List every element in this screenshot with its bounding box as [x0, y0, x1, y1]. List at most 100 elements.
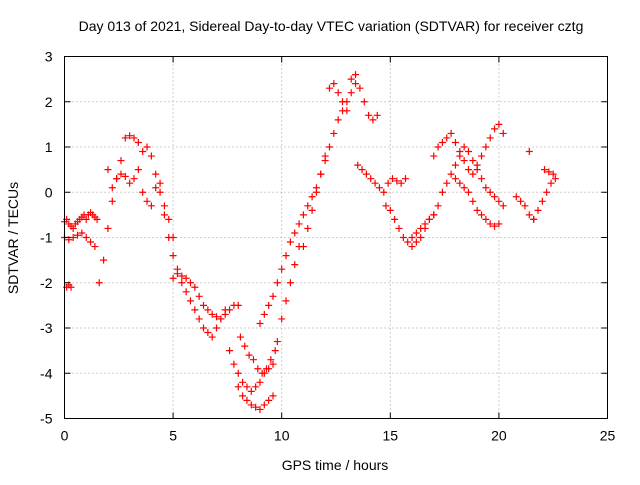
data-point — [525, 211, 533, 219]
data-point — [412, 229, 420, 237]
data-point — [334, 89, 342, 97]
data-point — [456, 179, 464, 187]
data-point — [464, 148, 472, 156]
data-point — [182, 288, 190, 296]
data-point — [408, 234, 416, 241]
data-point — [147, 202, 155, 210]
data-point — [330, 129, 338, 137]
data-point — [486, 220, 494, 228]
data-point — [191, 306, 199, 314]
data-point — [78, 229, 86, 237]
data-point — [200, 301, 208, 309]
data-point — [243, 396, 251, 404]
data-point — [265, 396, 273, 404]
data-point — [241, 342, 249, 350]
data-point — [152, 184, 160, 192]
data-point — [373, 111, 381, 119]
data-point — [530, 215, 538, 223]
data-point — [254, 365, 262, 373]
data-point — [549, 170, 557, 178]
data-point — [362, 170, 370, 178]
data-point — [208, 333, 216, 341]
data-point — [521, 202, 529, 210]
data-point — [74, 231, 82, 239]
data-point — [438, 188, 446, 196]
data-point — [447, 129, 455, 137]
data-point — [456, 148, 464, 156]
y-axis-label: SDTVAR / TECUs — [5, 182, 21, 294]
data-point — [195, 292, 203, 300]
data-point — [358, 166, 366, 174]
data-point — [451, 161, 459, 169]
data-point — [134, 138, 142, 146]
data-point — [402, 175, 410, 183]
data-point — [482, 143, 490, 151]
data-point — [347, 89, 355, 97]
data-point — [213, 324, 221, 332]
data-point — [393, 177, 401, 185]
data-point — [104, 166, 112, 174]
data-point — [545, 168, 553, 176]
x-tick-label: 25 — [600, 428, 616, 444]
data-point — [67, 283, 75, 291]
data-point — [256, 319, 264, 327]
data-point — [308, 206, 316, 214]
data-point — [339, 98, 347, 106]
data-point — [295, 220, 303, 228]
data-point — [273, 338, 281, 346]
data-point — [525, 148, 533, 156]
data-point — [278, 315, 286, 323]
data-point — [221, 310, 229, 318]
x-tick-label: 0 — [61, 428, 69, 444]
data-point — [204, 329, 212, 337]
data-point — [434, 202, 442, 210]
data-point — [499, 202, 507, 210]
data-point — [178, 279, 186, 287]
data-point — [271, 347, 279, 355]
data-point — [517, 197, 525, 205]
y-tick-label: -3 — [40, 320, 53, 336]
data-point — [334, 116, 342, 124]
data-point — [113, 175, 121, 183]
data-point — [425, 215, 433, 223]
data-point — [160, 202, 168, 210]
data-points-layer — [61, 71, 559, 413]
x-tick-label: 5 — [169, 428, 177, 444]
data-point — [447, 170, 455, 178]
data-point — [352, 71, 360, 79]
data-point — [469, 157, 477, 165]
data-point — [365, 111, 373, 119]
data-point — [408, 243, 416, 251]
data-point — [286, 238, 294, 246]
data-point — [304, 224, 312, 232]
data-point — [217, 315, 225, 323]
data-point — [451, 138, 459, 146]
data-point — [482, 215, 490, 223]
data-point — [143, 197, 151, 205]
data-point — [260, 310, 268, 318]
data-point — [397, 179, 405, 187]
data-point — [469, 170, 477, 178]
data-point — [262, 365, 270, 373]
data-point — [186, 297, 194, 305]
data-point — [325, 84, 333, 92]
data-point — [478, 152, 486, 160]
data-point — [108, 197, 116, 205]
data-point — [121, 172, 129, 180]
data-point — [282, 297, 290, 305]
data-point — [371, 179, 379, 187]
ticks-layer: 0 5 10 15 20 25 -5 -4 -3 -2 -1 0 1 2 3 — [40, 49, 615, 444]
data-point — [269, 292, 277, 300]
chart-title: Day 013 of 2021, Sidereal Day-to-day VTE… — [79, 18, 584, 34]
data-point — [156, 188, 164, 196]
data-point — [245, 351, 253, 359]
y-tick-label: 1 — [45, 139, 53, 155]
data-point — [265, 301, 273, 309]
data-point — [367, 175, 375, 183]
data-point — [417, 234, 425, 241]
data-point — [354, 161, 362, 169]
data-point — [478, 211, 486, 219]
data-point — [369, 116, 377, 124]
data-point — [412, 238, 420, 246]
data-point — [243, 383, 251, 391]
